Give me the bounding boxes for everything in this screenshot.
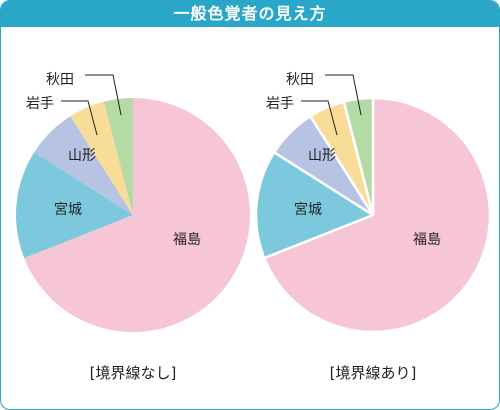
slice-label-4: 岩手 (26, 96, 54, 112)
leader-line-4 (61, 100, 98, 136)
slice-label-2: 宮城 (294, 202, 322, 218)
pie-chart-2: 福島 宮城 山形 岩手 秋田 [境界線あり] (254, 72, 492, 382)
slice-label-5: 秋田 (286, 72, 314, 88)
pie-slice-5 (103, 98, 133, 215)
leader-line-5 (85, 74, 122, 116)
pie-slice-4 (70, 101, 133, 215)
slice-label-1: 福島 (413, 232, 441, 248)
slice-label-3: 山形 (68, 148, 96, 164)
slice-label-5: 秋田 (46, 72, 74, 88)
slice-label-2: 宮城 (54, 202, 82, 218)
chart-title: 一般色覚者の見え方 (1, 1, 499, 27)
pie-slice-3 (34, 116, 133, 215)
pie-chart-1: 福島 宮城 山形 岩手 秋田 [境界線なし] (16, 72, 250, 382)
slice-label-4: 岩手 (266, 96, 294, 112)
leader-line-4 (301, 100, 338, 136)
pie-slice-5 (342, 96, 375, 217)
slice-label-1: 福島 (173, 232, 201, 248)
slice-label-3: 山形 (308, 148, 336, 164)
pie-slice-2 (16, 152, 134, 259)
pie-slice-2 (254, 151, 375, 260)
leader-line-5 (325, 74, 362, 116)
chart-caption-1: [境界線なし] (90, 364, 177, 382)
pie-slice-1 (24, 98, 250, 332)
pie-slice-1 (262, 96, 492, 334)
chart-caption-2: [境界線あり] (330, 364, 417, 382)
